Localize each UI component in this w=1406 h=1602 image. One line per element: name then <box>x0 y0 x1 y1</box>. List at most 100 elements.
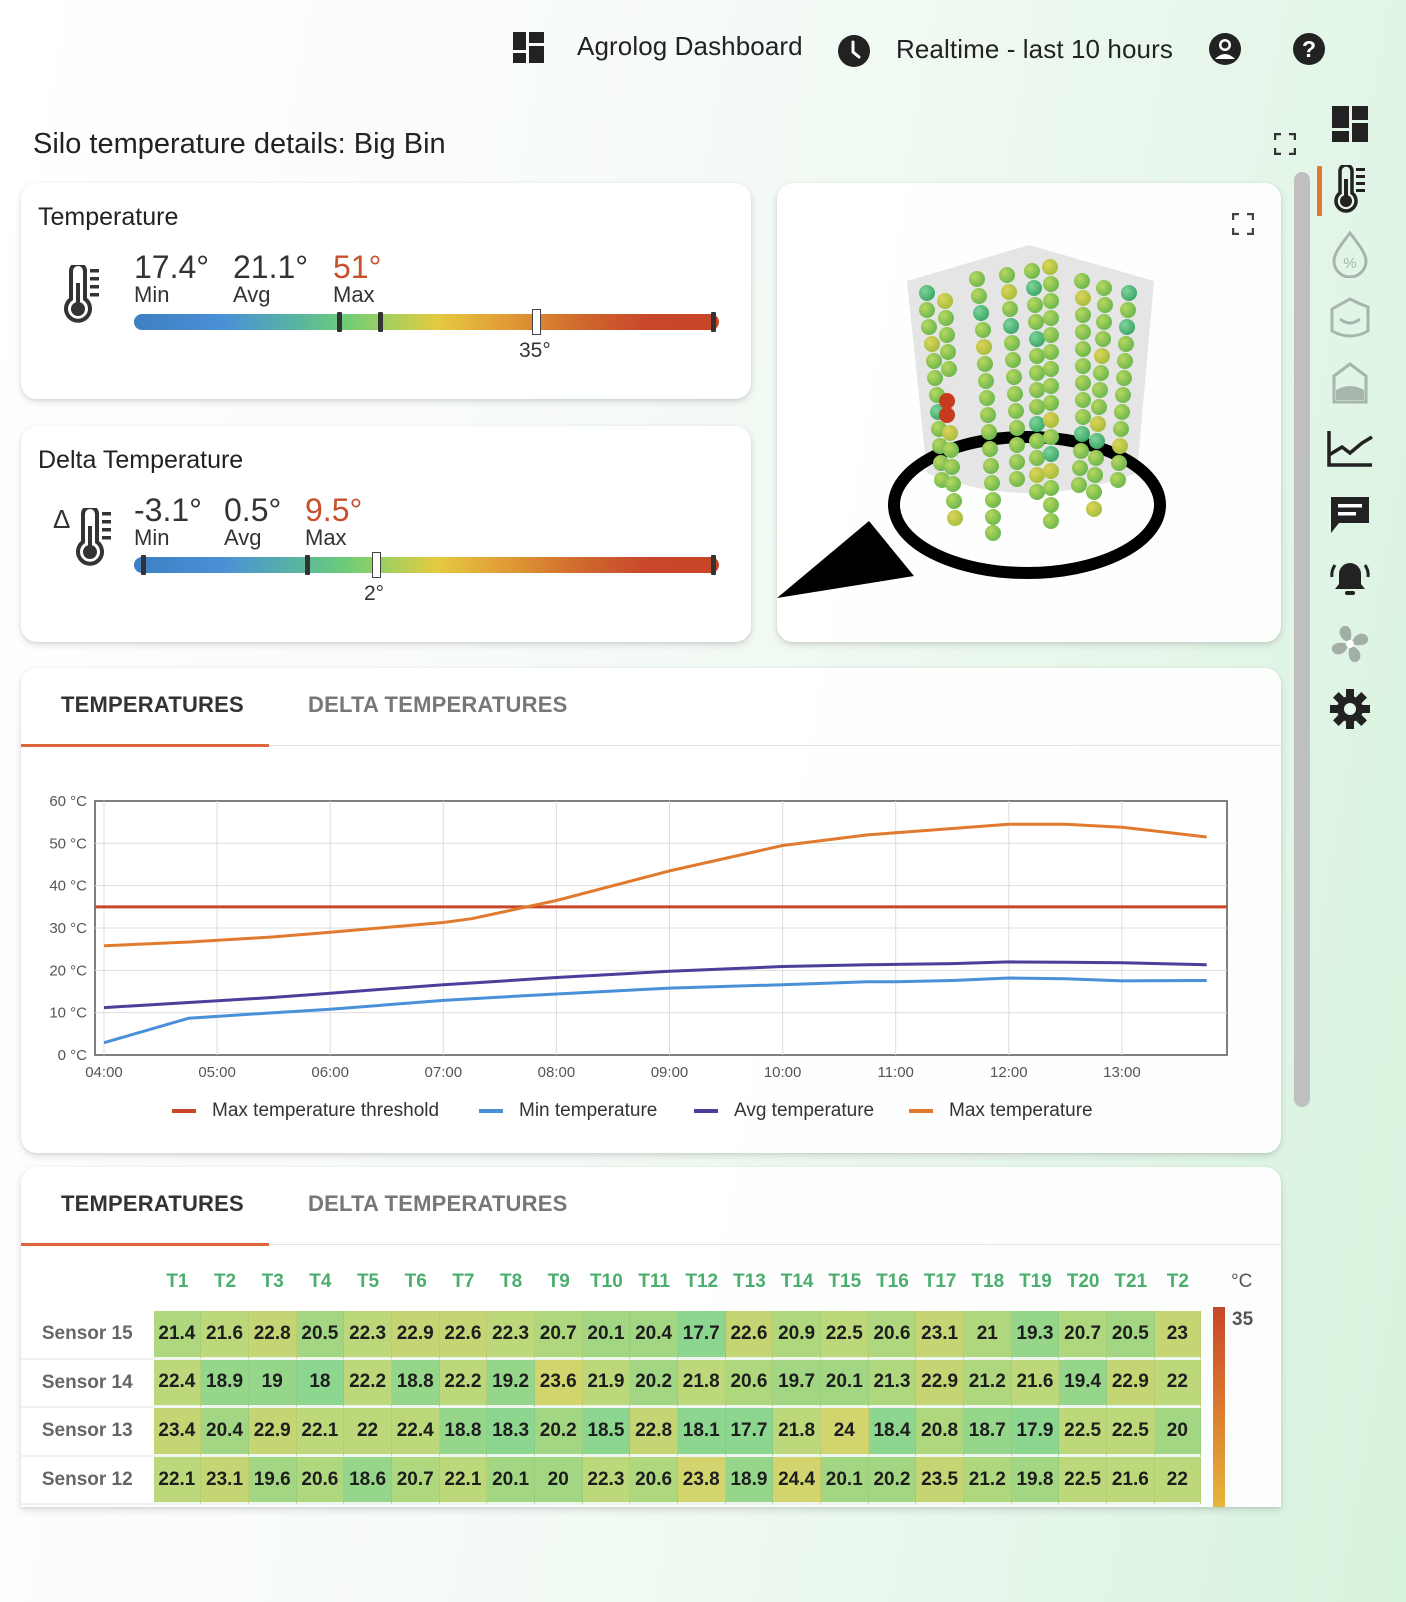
heat-cell[interactable]: 23.4 <box>153 1408 202 1457</box>
heat-cell[interactable]: 20.9 <box>773 1311 821 1360</box>
series-line[interactable] <box>103 960 1207 1010</box>
column-header[interactable]: T2 <box>213 1271 237 1292</box>
heat-cell[interactable]: 24 <box>820 1408 869 1457</box>
heat-cell[interactable]: 21.9 <box>582 1359 631 1409</box>
heat-cell[interactable]: 17.7 <box>677 1311 726 1360</box>
account-circle-icon[interactable] <box>1208 32 1242 66</box>
heat-cell[interactable]: 18 <box>296 1359 345 1409</box>
heat-cell[interactable]: 20.1 <box>582 1311 631 1360</box>
heat-cell[interactable]: 21.3 <box>868 1359 917 1409</box>
heat-cell[interactable]: 20.1 <box>820 1456 869 1506</box>
heat-cell[interactable]: 18.9 <box>201 1359 249 1409</box>
heat-cell[interactable]: 22 <box>1154 1456 1201 1506</box>
heat-cell[interactable]: 20.1 <box>820 1359 869 1409</box>
heat-cell[interactable]: 18.3 <box>487 1408 535 1457</box>
alarm-bell-icon[interactable] <box>1326 555 1374 603</box>
heat-cell[interactable]: 24.4 <box>773 1456 821 1506</box>
silo-3d-view[interactable] <box>777 183 1281 642</box>
heat-cell[interactable]: 20.6 <box>296 1456 345 1506</box>
heat-cell[interactable]: 21.2 <box>963 1456 1012 1506</box>
heat-cell[interactable]: 22.9 <box>1106 1359 1155 1409</box>
column-header[interactable]: T1 <box>166 1271 189 1292</box>
heat-cell[interactable]: 20 <box>534 1456 583 1506</box>
heat-cell[interactable]: 20.7 <box>1059 1311 1107 1360</box>
heat-cell[interactable]: 21.2 <box>963 1359 1012 1409</box>
heatmap-table-wrapper[interactable]: T1 T2 T3 T4 T5 T6 T7 T8 T9 T10 T11 T12 T13 T14 T15 T16 T… <box>21 1253 1201 1507</box>
heat-cell[interactable]: 21.6 <box>1106 1456 1155 1506</box>
heat-cell[interactable]: 22.1 <box>439 1456 488 1506</box>
heat-cell[interactable]: 22.1 <box>296 1408 345 1457</box>
heat-cell[interactable]: 19.8 <box>1011 1456 1060 1506</box>
heat-cell[interactable]: 22 <box>344 1408 392 1457</box>
heat-cell[interactable]: 22.3 <box>582 1456 631 1506</box>
heat-cell[interactable]: 20.6 <box>630 1456 678 1506</box>
heat-cell[interactable]: 21 <box>963 1311 1012 1360</box>
heat-cell[interactable]: 21.8 <box>677 1359 726 1409</box>
tab-delta-temperatures[interactable]: DELTA TEMPERATURES <box>308 692 568 717</box>
heat-cell[interactable]: 20.6 <box>868 1311 917 1360</box>
heat-cell[interactable]: 20.2 <box>630 1359 678 1409</box>
tab-temperatures[interactable]: TEMPERATURES <box>61 1191 244 1216</box>
column-header[interactable]: T18 <box>971 1271 1005 1292</box>
column-header[interactable]: T4 <box>309 1271 332 1292</box>
heat-cell[interactable]: 18.5 <box>582 1408 631 1457</box>
heat-cell[interactable]: 20.4 <box>201 1408 249 1457</box>
heat-cell[interactable]: 19.4 <box>1059 1359 1107 1409</box>
heat-cell[interactable]: 22.5 <box>1059 1408 1107 1457</box>
heat-cell[interactable]: 21.6 <box>201 1311 249 1360</box>
heat-cell[interactable]: 20.7 <box>391 1456 440 1506</box>
heat-cell[interactable]: 22.4 <box>153 1359 202 1409</box>
heat-cell[interactable]: 18.6 <box>344 1456 392 1506</box>
heat-cell[interactable]: 22.9 <box>916 1359 964 1409</box>
heat-cell[interactable]: 18.8 <box>439 1408 488 1457</box>
heat-cell[interactable]: 22.9 <box>391 1311 440 1360</box>
dashboard-icon[interactable] <box>1326 100 1374 148</box>
line-chart-icon[interactable] <box>1326 425 1374 473</box>
heat-cell[interactable]: 20 <box>1154 1408 1201 1457</box>
help-circle-icon[interactable]: ? <box>1292 32 1326 66</box>
heat-cell[interactable]: 20.4 <box>630 1311 678 1360</box>
column-header[interactable]: T9 <box>547 1271 570 1292</box>
heat-cell[interactable]: 22.5 <box>1059 1456 1107 1506</box>
tab-delta-temperatures[interactable]: DELTA TEMPERATURES <box>308 1191 568 1216</box>
heat-cell[interactable]: 23.6 <box>534 1359 583 1409</box>
heat-cell[interactable]: 18.7 <box>963 1408 1012 1457</box>
column-header[interactable]: T8 <box>499 1271 523 1292</box>
heat-cell[interactable]: 20.5 <box>296 1311 345 1360</box>
heat-cell[interactable]: 21.8 <box>773 1408 821 1457</box>
heat-cell[interactable]: 22.2 <box>439 1359 488 1409</box>
column-header[interactable]: T10 <box>590 1271 623 1292</box>
heat-cell[interactable]: 22.5 <box>1106 1408 1155 1457</box>
settings-gear-icon[interactable] <box>1326 685 1374 733</box>
column-header[interactable]: T6 <box>404 1271 427 1292</box>
column-header[interactable]: T15 <box>828 1271 862 1292</box>
heat-cell[interactable]: 19.2 <box>487 1359 535 1409</box>
heat-cell[interactable]: 18.8 <box>391 1359 440 1409</box>
column-header[interactable]: T7 <box>452 1271 475 1292</box>
heat-cell[interactable]: 17.9 <box>1011 1408 1060 1457</box>
column-header[interactable]: T19 <box>1019 1271 1052 1292</box>
heat-cell[interactable]: 22.4 <box>391 1408 440 1457</box>
heat-cell[interactable]: 23.1 <box>201 1456 249 1506</box>
heat-cell[interactable]: 18.1 <box>677 1408 726 1457</box>
moisture-icon[interactable]: % <box>1326 230 1374 278</box>
time-range-selector[interactable]: Realtime - last 10 hours <box>896 34 1173 64</box>
heat-cell[interactable]: 23 <box>1154 1311 1201 1360</box>
heat-cell[interactable]: 23.5 <box>916 1456 964 1506</box>
heat-cell[interactable]: 22.6 <box>439 1311 488 1360</box>
heat-cell[interactable]: 22.1 <box>153 1456 202 1506</box>
heat-cell[interactable]: 20.5 <box>1106 1311 1155 1360</box>
fullscreen-icon[interactable] <box>1231 212 1255 236</box>
heat-cell[interactable]: 20.8 <box>916 1408 964 1457</box>
heat-cell[interactable]: 19.3 <box>1011 1311 1060 1360</box>
heat-cell[interactable]: 19 <box>248 1359 297 1409</box>
heat-cell[interactable]: 22.3 <box>487 1311 535 1360</box>
heat-cell[interactable]: 22.9 <box>248 1408 297 1457</box>
column-header[interactable]: T11 <box>638 1271 670 1292</box>
scrollbar[interactable] <box>1294 172 1310 1107</box>
app-title[interactable]: Agrolog Dashboard <box>577 31 803 61</box>
heat-cell[interactable]: 22.5 <box>820 1311 869 1360</box>
legend-threshold[interactable]: Max temperature threshold <box>172 1100 439 1122</box>
column-header[interactable]: T2 <box>1166 1271 1189 1292</box>
threshold-marker[interactable] <box>372 552 381 578</box>
